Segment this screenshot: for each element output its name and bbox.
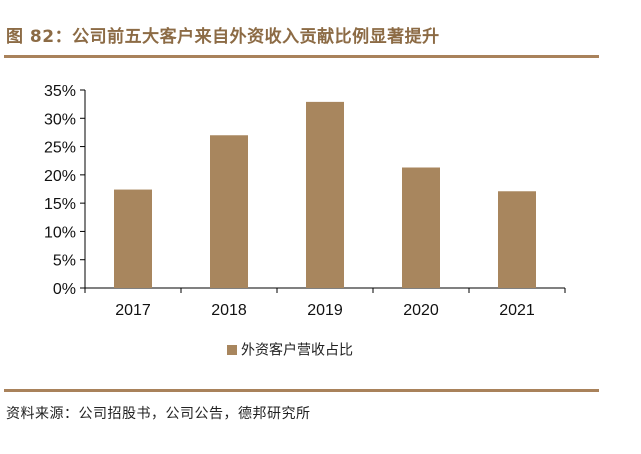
- y-tick-label: 10%: [44, 224, 76, 241]
- x-tick-label: 2019: [307, 302, 343, 319]
- x-axis: 2017 2018 2019 2020 2021: [84, 287, 566, 319]
- x-tick-label: 2017: [115, 302, 151, 319]
- x-tick-label: 2020: [403, 302, 439, 319]
- y-tick-label: 25%: [44, 140, 76, 157]
- bars: [114, 101, 536, 288]
- y-tick-label: 5%: [53, 253, 76, 270]
- bar-chart: 0%5%10%15%20%25%30%35% 2017 2018 2019 2020 2…: [44, 83, 566, 358]
- figure-title: 图 82：公司前五大客户来自外资收入贡献比例显著提升: [6, 27, 440, 47]
- x-tick-label: 2021: [499, 302, 535, 319]
- source-note: 资料来源：公司招股书，公司公告，德邦研究所: [6, 406, 311, 422]
- bar-2019: [306, 101, 344, 288]
- legend-label: 外资客户营收占比: [241, 342, 353, 358]
- y-tick-label: 30%: [44, 111, 76, 128]
- x-tick-label: 2018: [211, 302, 247, 319]
- bar-2021: [498, 191, 536, 288]
- y-tick-label: 35%: [44, 83, 76, 100]
- legend-swatch: [227, 345, 237, 355]
- y-tick-label: 15%: [44, 196, 76, 213]
- legend: 外资客户营收占比: [227, 342, 353, 358]
- bar-2020: [402, 167, 440, 288]
- title-rule: [4, 55, 599, 58]
- bar-2018: [210, 135, 248, 288]
- y-tick-label: 0%: [53, 281, 76, 298]
- source-rule: [4, 389, 599, 392]
- y-tick-label: 20%: [44, 168, 76, 185]
- y-axis: 0% 5% 10% 15% 20% 25% 30% 35%: [44, 83, 86, 298]
- bar-2017: [114, 189, 152, 288]
